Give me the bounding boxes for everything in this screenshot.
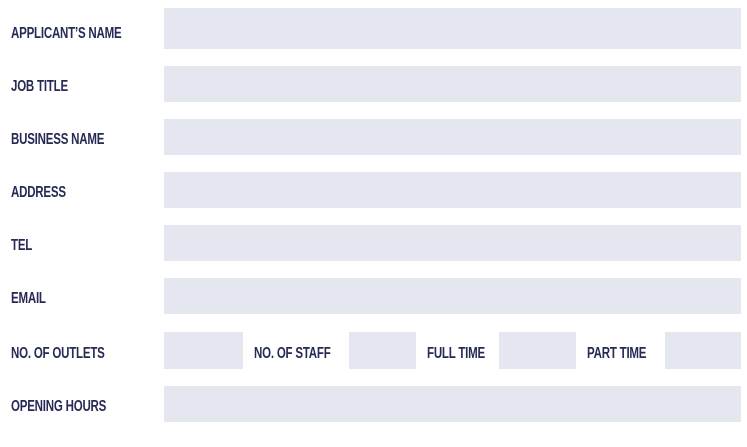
full-time-input[interactable] [499, 332, 576, 369]
outlets-input[interactable] [164, 332, 243, 369]
part-time-label: PART TIME [587, 345, 647, 362]
tel-input[interactable] [164, 225, 741, 261]
applicant-name-label: APPLICANT’S NAME [11, 25, 122, 42]
address-label: ADDRESS [11, 184, 66, 201]
business-name-input[interactable] [164, 119, 741, 155]
job-title-input[interactable] [164, 66, 741, 102]
outlets-label: NO. OF OUTLETS [11, 345, 105, 362]
part-time-input[interactable] [665, 332, 741, 369]
job-title-label: JOB TITLE [11, 78, 68, 95]
tel-label: TEL [11, 237, 33, 254]
opening-hours-input[interactable] [164, 386, 741, 422]
full-time-label: FULL TIME [427, 345, 486, 362]
email-input[interactable] [164, 278, 741, 314]
opening-hours-label: OPENING HOURS [11, 398, 107, 415]
email-label: EMAIL [11, 290, 46, 307]
staff-input[interactable] [349, 332, 416, 369]
business-name-label: BUSINESS NAME [11, 131, 105, 148]
applicant-name-input[interactable] [164, 8, 741, 49]
address-input[interactable] [164, 172, 741, 208]
staff-label: NO. OF STAFF [254, 345, 331, 362]
